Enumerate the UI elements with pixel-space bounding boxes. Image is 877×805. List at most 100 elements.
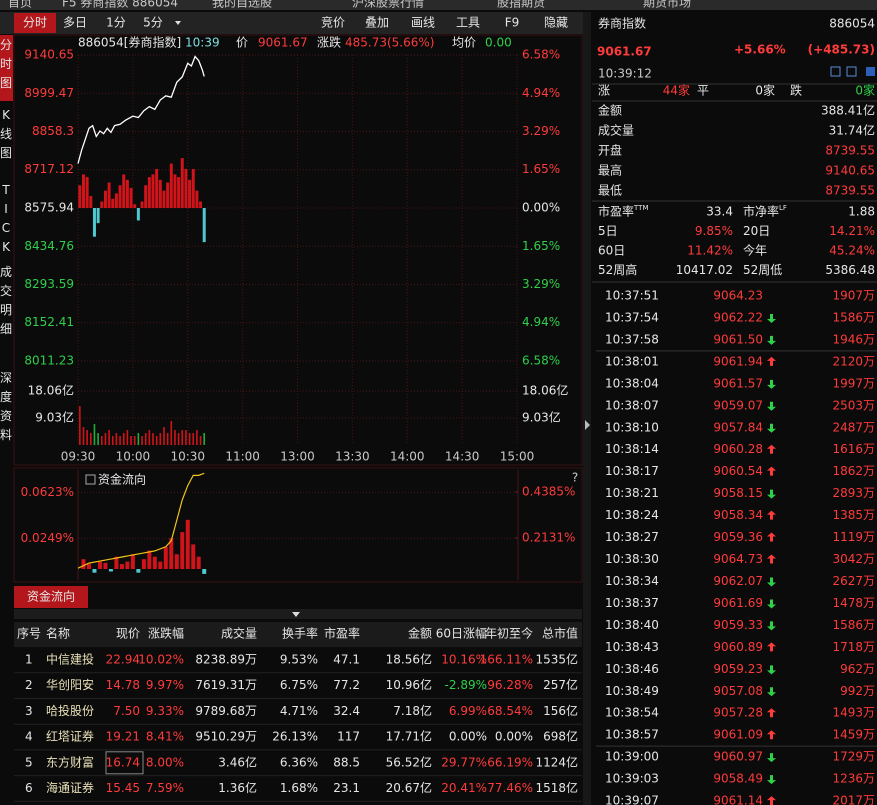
toolbar-button[interactable]: 1分	[106, 16, 126, 30]
toolbar-button[interactable]: 画线	[411, 16, 435, 30]
down-arrow	[767, 379, 776, 389]
sidebar-tab[interactable]: K 线图	[0, 108, 12, 160]
breadth-value: 0家	[755, 83, 775, 98]
tick-volume: 2503万	[832, 398, 875, 412]
tick-time: 10:38:04	[605, 376, 659, 390]
up-arrow	[767, 532, 776, 542]
stat-value: 14.21%	[829, 224, 875, 238]
table-header[interactable]: 总市值	[542, 626, 578, 641]
toolbar-button[interactable]: 分时	[23, 16, 47, 30]
breadth-bar	[122, 174, 126, 208]
breadth-bar	[85, 177, 89, 208]
tick-time: 10:38:43	[605, 640, 659, 654]
stat-value: 9140.65	[825, 164, 875, 178]
volume-bar	[104, 433, 107, 445]
sidebar-tab[interactable]: 分时图	[0, 38, 12, 90]
tick-volume: 1385万	[832, 508, 875, 522]
toolbar-icons[interactable]	[85, 66, 875, 485]
top-tab[interactable]: 沪深股票行情	[352, 0, 424, 10]
table-cell: 20.41%	[441, 781, 487, 795]
volume-bar	[170, 421, 173, 445]
flow-bar	[119, 564, 124, 569]
sidebar-tab[interactable]: 成交明细	[0, 265, 12, 336]
flow-bar	[169, 538, 174, 569]
table-header[interactable]: 60日涨幅	[436, 626, 487, 641]
tick-time: 10:38:14	[605, 442, 659, 456]
breadth-bar	[111, 198, 115, 208]
tick-time: 10:38:07	[605, 398, 659, 412]
sidebar-tab[interactable]: 深度资料	[0, 371, 12, 442]
selected-cell[interactable]	[105, 751, 144, 775]
table-header[interactable]: 涨跌幅	[148, 626, 184, 641]
table-header[interactable]: 年初至今	[485, 626, 533, 641]
tab-strip	[0, 0, 877, 10]
tick-volume: 2017万	[832, 794, 875, 805]
tick-price: 9059.23	[713, 662, 763, 676]
collapse-arrow[interactable]	[585, 420, 590, 430]
table-header[interactable]: 现价	[116, 627, 140, 641]
pct-tick-label: 0.00%	[522, 201, 560, 215]
flow-bar	[180, 532, 185, 569]
table-cell: 6.99%	[449, 704, 487, 718]
tick-time: 10:37:54	[605, 310, 659, 324]
tick-volume: 1997万	[832, 376, 875, 390]
table-header[interactable]: 成交量	[221, 626, 257, 641]
breadth-bar	[125, 179, 129, 208]
top-tab[interactable]: 首页	[8, 0, 32, 10]
flow-tab-bg[interactable]	[14, 586, 88, 608]
dropdown[interactable]	[175, 21, 181, 25]
tick-time: 10:39:07	[605, 794, 659, 805]
stat-label: 最低	[598, 184, 622, 198]
info-time: 10:39	[185, 36, 220, 50]
sidebar-active[interactable]	[0, 35, 13, 101]
table-header[interactable]: 序号	[17, 626, 41, 641]
help-button[interactable]: ?	[572, 471, 578, 485]
flow-bar	[103, 562, 108, 569]
active-tab[interactable]	[14, 13, 56, 33]
quote-change-pct: +5.66%	[734, 43, 786, 57]
toolbar-button[interactable]: F9	[505, 16, 520, 30]
table-header[interactable]: 换手率	[282, 626, 318, 641]
volume-bar	[82, 427, 85, 445]
table-header[interactable]: 名称	[46, 626, 70, 641]
toolbar	[0, 12, 590, 34]
table-cell: 7.50	[113, 704, 140, 718]
breadth-bar	[177, 177, 181, 208]
tick-price: 9064.73	[713, 552, 763, 566]
flow-tab[interactable]: 资金流向	[27, 589, 75, 604]
toolbar-button[interactable]: 5分	[143, 16, 163, 30]
table-header[interactable]: 金额	[408, 626, 432, 641]
toolbar-button[interactable]: 竞价	[321, 16, 345, 30]
table-cell: 9.53%	[280, 653, 318, 667]
volume-bar	[148, 430, 151, 445]
splitter-arrow[interactable]	[292, 612, 300, 617]
table-cell: 7619.31万	[195, 678, 257, 692]
toolbar-button[interactable]: 多日	[63, 16, 87, 30]
y2-tick-label: 0.4385%	[522, 485, 575, 499]
volume-tick-label: 18.06亿	[28, 383, 74, 398]
y-tick-label: 8999.47	[24, 86, 74, 100]
toolbar-button[interactable]: 隐藏	[544, 16, 568, 30]
tick-price: 9059.07	[713, 398, 763, 412]
flow-bar	[202, 569, 207, 574]
stat-value: 8739.55	[825, 184, 875, 198]
top-tab[interactable]: 期货市场	[643, 0, 691, 10]
tick-volume: 1718万	[832, 640, 875, 654]
top-tab[interactable]: 股指期货	[497, 0, 545, 10]
volume-bar	[141, 436, 143, 445]
top-tab[interactable]: 我的自选股	[212, 0, 272, 10]
toolbar-button[interactable]: 工具	[456, 16, 480, 30]
table-cell: 77.2	[333, 678, 360, 692]
quote-time: 10:39:12	[598, 67, 652, 81]
toolbar-button[interactable]: 叠加	[365, 16, 389, 30]
top-tab[interactable]: F5 券商指数 886054	[62, 0, 178, 10]
table-header[interactable]: 市盈率	[324, 626, 360, 641]
tick-volume: 1586万	[832, 310, 875, 324]
tick-time: 10:38:46	[605, 662, 659, 676]
down-arrow	[767, 335, 776, 345]
tick-volume: 2120万	[832, 354, 875, 368]
pct-tick-label: 3.29%	[522, 277, 560, 291]
x-tick-label: 15:00	[500, 450, 535, 464]
scrollbar[interactable]	[583, 12, 591, 805]
